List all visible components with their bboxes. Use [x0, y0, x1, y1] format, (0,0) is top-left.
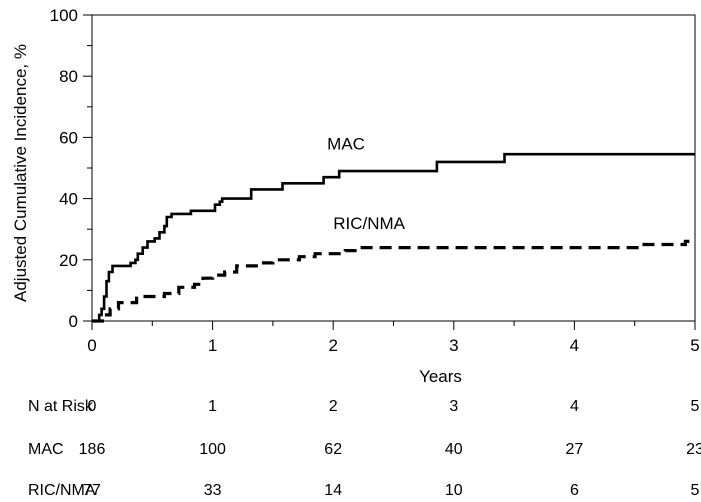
- risk-value-mac: 186: [78, 441, 106, 458]
- risk-time-header: 1: [208, 398, 218, 415]
- risk-value-ric-nma: 5: [690, 482, 700, 499]
- x-tick-label: 1: [208, 336, 217, 355]
- risk-value-mac: 23: [686, 441, 701, 458]
- cumulative-incidence-chart: 0 20 40 60 80 100 0 1 2 3 4 5 Years Adjusted Cumulati…: [11, 6, 700, 386]
- risk-time-header: 0: [87, 398, 97, 415]
- risk-row-label-mac: MAC: [28, 441, 64, 458]
- risk-value-ric-nma: 14: [324, 482, 343, 499]
- y-axis-title: Adjusted Cumulative Incidence, %: [11, 44, 30, 302]
- risk-time-header: 5: [690, 398, 700, 415]
- x-tick-label: 2: [328, 336, 337, 355]
- risk-row-label-ric-nma: RIC/NMA: [28, 482, 96, 499]
- x-tick-label: 5: [690, 336, 699, 355]
- y-tick-label: 60: [59, 128, 78, 147]
- plot-frame: [91, 14, 696, 322]
- x-tick-label: 4: [570, 336, 579, 355]
- risk-value-mac: 62: [324, 441, 343, 458]
- series-layer: [92, 152, 695, 323]
- risk-value-ric-nma: 6: [569, 482, 579, 499]
- risk-table-title: N at Risk: [28, 398, 93, 415]
- series-label-ric-nma: RIC/NMA: [333, 214, 405, 233]
- y-tick-label: 80: [59, 67, 78, 86]
- risk-value-ric-nma: 77: [83, 482, 101, 499]
- y-tick-label: 0: [69, 312, 78, 331]
- risk-value-mac: 100: [199, 441, 226, 458]
- risk-value-ric-nma: 10: [444, 482, 463, 499]
- annotations-layer: MAC RIC/NMA: [327, 135, 405, 234]
- risk-time-header: 4: [569, 398, 579, 415]
- x-tick-label: 3: [449, 336, 458, 355]
- risk-value-ric-nma: 33: [203, 482, 222, 499]
- x-tick-label: 0: [87, 336, 96, 355]
- series-line-mac: [92, 152, 695, 323]
- risk-time-header: 2: [328, 398, 338, 415]
- x-axis-title: Years: [419, 367, 462, 386]
- risk-value-mac: 27: [565, 441, 584, 458]
- y-tick-label: 100: [50, 6, 78, 25]
- y-tick-label: 20: [59, 251, 78, 270]
- axes: 0 20 40 60 80 100 0 1 2 3 4 5 Years Adjusted Cumulati…: [11, 6, 700, 386]
- series-label-mac: MAC: [327, 135, 365, 154]
- risk-time-header: 3: [449, 398, 459, 415]
- risk-value-mac: 40: [444, 441, 463, 458]
- series-line-ric-nma: [92, 239, 695, 323]
- y-tick-label: 40: [59, 190, 78, 209]
